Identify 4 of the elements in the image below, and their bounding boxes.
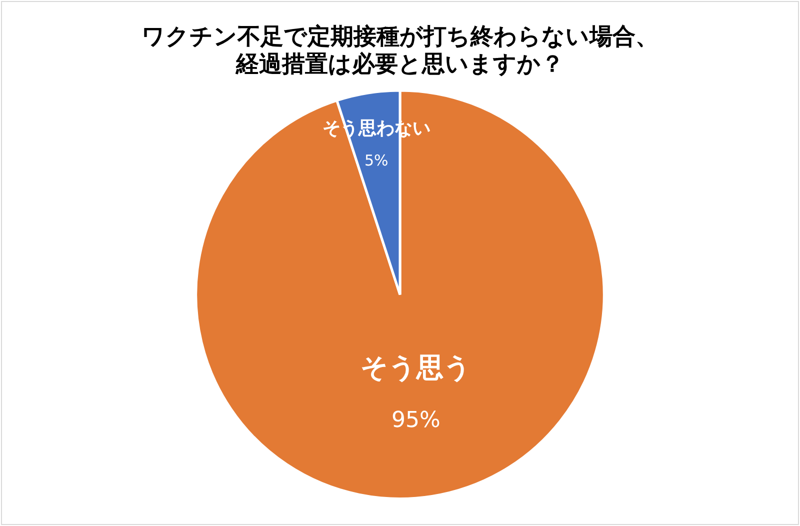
chart-title: ワクチン不足で定期接種が打ち終わらない場合、経過措置は必要と思いますか？	[142, 22, 658, 78]
data-label: 95%	[392, 408, 440, 434]
data-label: 5%	[364, 151, 388, 170]
slice-label: そう思う	[360, 352, 472, 384]
